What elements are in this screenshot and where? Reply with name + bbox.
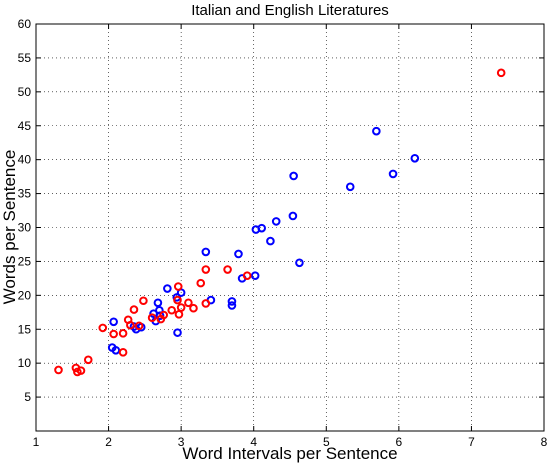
data-point	[173, 282, 183, 291]
y-axis-label: Words per Sentence	[0, 150, 19, 305]
y-tick-label: 40	[18, 153, 32, 167]
data-point	[167, 305, 177, 315]
data-point	[388, 169, 398, 179]
data-point	[184, 298, 193, 308]
data-point	[109, 317, 118, 327]
data-point	[345, 182, 355, 192]
y-tick-label: 5	[24, 390, 31, 404]
y-tick-label: 45	[18, 119, 32, 133]
data-point	[118, 348, 128, 357]
y-tick-label: 35	[18, 187, 32, 201]
data-point	[201, 247, 211, 257]
data-point	[147, 313, 157, 323]
data-point	[76, 366, 86, 375]
data-point	[159, 310, 169, 320]
y-tick-label: 30	[18, 221, 32, 235]
data-point	[234, 249, 243, 259]
data-point	[118, 329, 128, 338]
data-point	[173, 295, 182, 305]
y-tick-label: 20	[18, 288, 32, 302]
data-point	[227, 301, 237, 310]
axis-ticks	[35, 23, 545, 431]
x-tick-label: 3	[178, 435, 185, 449]
y-tick-label: 25	[18, 254, 32, 268]
data-point	[98, 323, 108, 333]
data-point	[201, 265, 211, 274]
data-point	[271, 217, 281, 226]
data-point	[288, 211, 298, 221]
data-point	[139, 296, 148, 306]
data-point	[201, 299, 211, 308]
data-point	[410, 154, 420, 163]
x-tick-label: 8	[541, 435, 548, 449]
y-tick-label: 15	[18, 322, 32, 336]
data-point	[173, 328, 182, 337]
data-point	[250, 271, 260, 280]
data-point	[289, 171, 298, 181]
data-point	[153, 298, 163, 308]
data-point	[54, 365, 63, 375]
series-1	[54, 68, 506, 377]
data-point	[189, 303, 198, 313]
data-point	[174, 310, 184, 319]
data-point	[496, 68, 506, 78]
chart-title: Italian and English Literatures	[191, 2, 389, 19]
data-point	[295, 258, 304, 268]
data-point	[111, 345, 121, 355]
series-0	[107, 126, 420, 355]
x-tick-label: 4	[250, 435, 257, 449]
data-point	[134, 321, 144, 331]
data-points	[54, 68, 506, 377]
data-point	[126, 320, 135, 330]
data-point	[372, 126, 381, 136]
x-axis-label: Word Intervals per Sentence	[182, 444, 397, 463]
data-point	[242, 271, 252, 280]
x-tick-label: 1	[33, 435, 40, 449]
data-point	[129, 305, 139, 314]
data-point	[266, 236, 275, 246]
x-tick-label: 7	[468, 435, 475, 449]
y-tick-label: 50	[18, 85, 32, 99]
x-tick-label: 6	[396, 435, 403, 449]
data-point	[83, 355, 93, 365]
grid	[36, 24, 544, 431]
x-tick-label: 5	[323, 435, 330, 449]
data-point	[109, 329, 118, 339]
y-tick-label: 60	[18, 17, 32, 31]
data-point	[251, 225, 261, 234]
data-point	[223, 265, 232, 274]
data-point	[163, 284, 172, 293]
x-tick-label: 2	[105, 435, 112, 449]
data-point	[196, 278, 206, 288]
y-tick-label: 55	[18, 51, 32, 65]
data-point	[227, 297, 237, 306]
y-tick-label: 10	[18, 356, 32, 370]
